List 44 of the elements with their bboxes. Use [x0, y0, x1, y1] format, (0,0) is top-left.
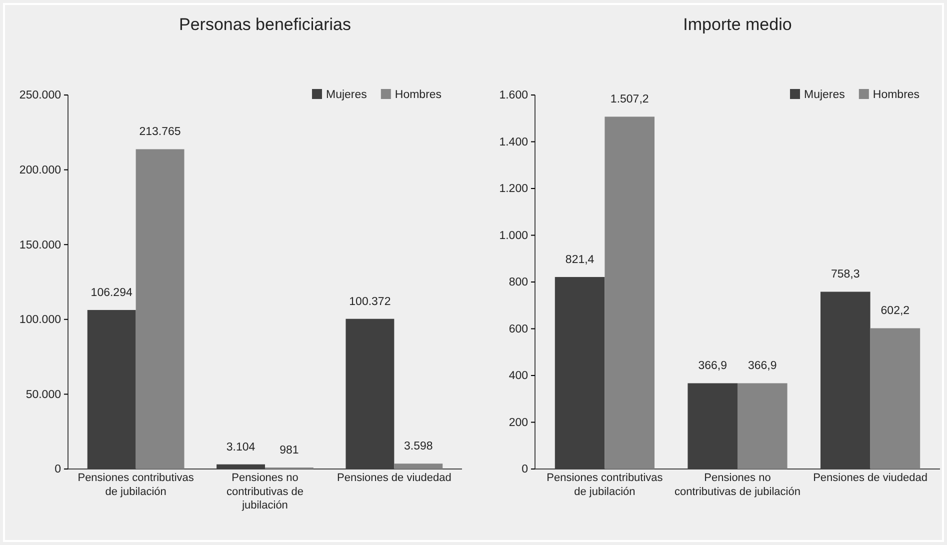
y-tick-label: 200.000 — [19, 164, 61, 176]
legend-label: Hombres — [872, 89, 920, 101]
legend-label: Mujeres — [804, 89, 846, 101]
legend-label: Hombres — [394, 89, 442, 101]
bar — [604, 116, 655, 469]
y-tick-label: 50.000 — [26, 388, 61, 401]
y-tick-label: 0 — [54, 464, 61, 476]
y-tick-label: 250.000 — [19, 90, 61, 102]
y-tick-label: 1.000 — [499, 230, 528, 242]
data-label: 100.372 — [349, 296, 391, 308]
y-tick-label: 800 — [508, 276, 528, 289]
x-tick-label: Pensiones no contributivas de jubilación — [674, 472, 800, 498]
y-tick-label: 100.000 — [19, 314, 61, 326]
data-label: 3.104 — [226, 441, 256, 454]
x-tick-label: Pensiones no contributivas de jubilación — [226, 472, 304, 512]
bar — [394, 464, 443, 469]
data-label: 758,3 — [831, 268, 860, 281]
data-label: 602,2 — [880, 305, 910, 318]
y-tick-label: 0 — [522, 464, 528, 476]
y-tick-label: 150.000 — [19, 239, 61, 252]
y-tick-label: 1.600 — [499, 90, 528, 102]
y-tick-label: 1.400 — [499, 136, 528, 148]
data-label: 366,9 — [748, 360, 777, 372]
data-label: 981 — [280, 444, 299, 457]
y-tick-label: 1.200 — [499, 183, 528, 196]
x-tick-label: Pensiones contributivas de jubilación — [546, 472, 664, 498]
chart-title: Importe medio — [683, 15, 792, 34]
y-tick-label: 600 — [508, 323, 528, 336]
data-label: 3.598 — [404, 440, 433, 453]
data-label: 821,4 — [565, 254, 595, 266]
data-label: 1.507,2 — [610, 94, 649, 106]
x-tick-label: Pensiones de viudedad — [813, 472, 928, 484]
data-label: 106.294 — [90, 286, 133, 299]
y-tick-label: 400 — [508, 370, 528, 382]
bar — [870, 328, 920, 469]
bar — [738, 383, 788, 469]
x-tick-label: Pensiones contributivas de jubilación — [78, 472, 194, 498]
y-tick-label: 200 — [508, 416, 528, 429]
data-label: 366,9 — [698, 360, 727, 372]
x-tick-label: Pensiones de viudedad — [336, 472, 452, 484]
legend-label: Mujeres — [326, 89, 368, 101]
bar — [136, 149, 184, 469]
data-label: 213.765 — [139, 126, 181, 138]
chart-title: Personas beneficiarias — [179, 15, 351, 34]
